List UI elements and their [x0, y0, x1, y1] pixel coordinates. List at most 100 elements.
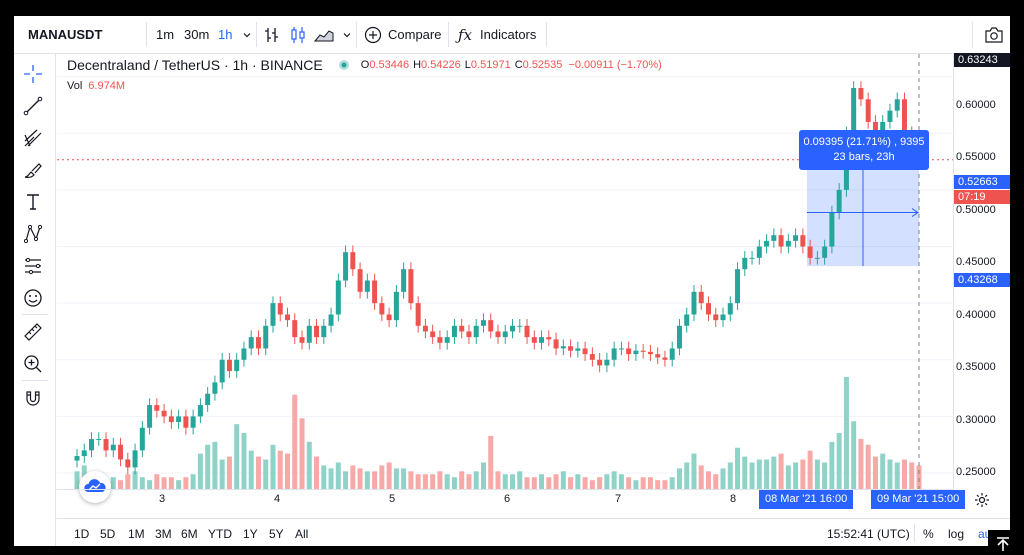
volume-bar — [285, 453, 290, 489]
volume-bar — [517, 471, 523, 489]
tradingview-logo-button[interactable] — [79, 471, 111, 503]
candle-body — [669, 348, 675, 360]
volume-bar — [800, 459, 806, 489]
candle-body — [205, 393, 211, 406]
candle-body — [771, 235, 777, 241]
bottom-toolbar: 1D 5D 1M 3M 6M YTD 1Y 5Y All 15:52:41 (U… — [57, 518, 1010, 546]
volume-bar — [154, 474, 160, 489]
volume-bar — [843, 377, 849, 489]
volume-bar — [582, 477, 588, 489]
candle-body — [684, 314, 690, 326]
ruler-icon[interactable] — [22, 321, 44, 343]
log-scale-toggle[interactable]: log — [948, 527, 965, 541]
candle-body — [676, 325, 682, 349]
fx-icon: ƒx — [458, 25, 473, 44]
candle-body — [379, 303, 385, 315]
text-tool-icon[interactable] — [22, 191, 44, 213]
range-5y-button[interactable]: 5Y — [269, 527, 284, 541]
candle-body — [691, 291, 697, 315]
interval-30m-button[interactable]: 30m — [184, 27, 210, 42]
zoom-in-icon[interactable] — [22, 353, 44, 375]
bar-style-button[interactable] — [264, 16, 280, 53]
candle-body — [822, 246, 828, 258]
candle-body — [539, 337, 545, 343]
candle-body — [851, 87, 857, 134]
range-3m-button[interactable]: 3M — [155, 527, 172, 541]
symbol-label: MANAUSDT — [28, 27, 103, 42]
range-5d-button[interactable]: 5D — [100, 527, 116, 541]
open-label: O — [360, 59, 370, 71]
emoji-icon[interactable] — [22, 287, 44, 309]
range-ytd-button[interactable]: YTD — [208, 527, 232, 541]
volume-bar — [829, 441, 835, 489]
toolbar-divider — [356, 22, 357, 47]
area-style-button[interactable] — [314, 16, 334, 53]
candle-body — [372, 280, 378, 304]
symbol-search-button[interactable]: MANAUSDT — [28, 16, 102, 53]
candle-body — [335, 280, 341, 315]
volume-bar — [139, 477, 145, 489]
range-1d-button[interactable]: 1D — [74, 527, 90, 541]
candlestick-chart[interactable] — [57, 54, 953, 507]
range-6m-button[interactable]: 6M — [181, 527, 198, 541]
candle-body — [662, 357, 668, 360]
pattern-tool-icon[interactable] — [22, 223, 44, 245]
range-1y-button[interactable]: 1Y — [243, 527, 258, 541]
volume-bar — [887, 459, 893, 489]
volume-bar — [292, 394, 298, 489]
candle-body — [778, 235, 784, 247]
price-scale[interactable]: 0.63243 0.60000 0.55000 0.50000 0.45000 … — [953, 53, 1010, 507]
interval-1h-button[interactable]: 1h — [218, 27, 233, 42]
trend-line-icon[interactable] — [22, 95, 44, 117]
utc-clock[interactable]: 15:52:41 (UTC) — [827, 527, 910, 541]
compare-button[interactable]: Compare — [364, 16, 441, 53]
candle-body — [640, 350, 646, 352]
volume-bar — [691, 453, 697, 489]
volume-label: Vol — [67, 80, 83, 92]
volume-bar — [836, 433, 842, 489]
volume-bar — [764, 459, 770, 489]
screenshot-button[interactable] — [984, 16, 1004, 53]
volume-bar — [546, 477, 552, 489]
percent-scale-toggle[interactable]: % — [923, 527, 934, 541]
volume-bar — [219, 459, 225, 489]
magnet-icon[interactable] — [22, 387, 44, 409]
candle-body — [299, 337, 305, 343]
indicators-button[interactable]: ƒx Indicators — [458, 16, 536, 53]
low-label: L — [464, 59, 471, 71]
candles-style-button[interactable] — [290, 16, 306, 53]
interval-dropdown-button[interactable] — [242, 16, 252, 53]
cloud-logo-icon — [84, 479, 106, 492]
interval-1m-button[interactable]: 1m — [156, 27, 175, 42]
chart-pane[interactable]: Decentraland / TetherUS · 1h · BINANCE O… — [57, 54, 953, 507]
volume-bar — [706, 471, 711, 489]
chart-settings-button[interactable] — [974, 492, 990, 513]
volume-bar — [263, 459, 269, 489]
volume-bar — [633, 480, 639, 489]
candle-body — [255, 337, 261, 349]
range-all-button[interactable]: All — [295, 527, 309, 541]
brush-icon[interactable] — [22, 159, 44, 181]
candle-body — [437, 337, 443, 343]
chart-style-dropdown-button[interactable] — [342, 16, 352, 53]
candle-body — [531, 337, 537, 343]
drawing-tools-sidebar — [14, 54, 56, 546]
volume-bar — [161, 477, 167, 489]
pitchfork-icon[interactable] — [22, 127, 44, 149]
forecast-tool-icon[interactable] — [22, 255, 44, 277]
toolbar-divider — [146, 22, 147, 47]
bar-chart-icon — [265, 27, 278, 42]
volume-bar — [451, 477, 457, 489]
volume-bar — [771, 456, 777, 489]
volume-bar — [183, 477, 189, 489]
time-scale[interactable]: 3 4 5 6 7 8 08 Mar '21 16:00 09 Mar '21 … — [57, 489, 966, 509]
volume-bar — [510, 474, 516, 489]
crosshair-icon[interactable] — [22, 63, 44, 85]
candle-body — [96, 439, 102, 441]
candle-body — [168, 416, 174, 423]
scroll-to-top-button[interactable] — [988, 530, 1018, 555]
plus-circle-icon — [364, 26, 382, 43]
candle-body — [350, 252, 356, 270]
change-value: −0.00911 (−1.70%) — [568, 59, 662, 71]
range-1m-button[interactable]: 1M — [128, 527, 145, 541]
